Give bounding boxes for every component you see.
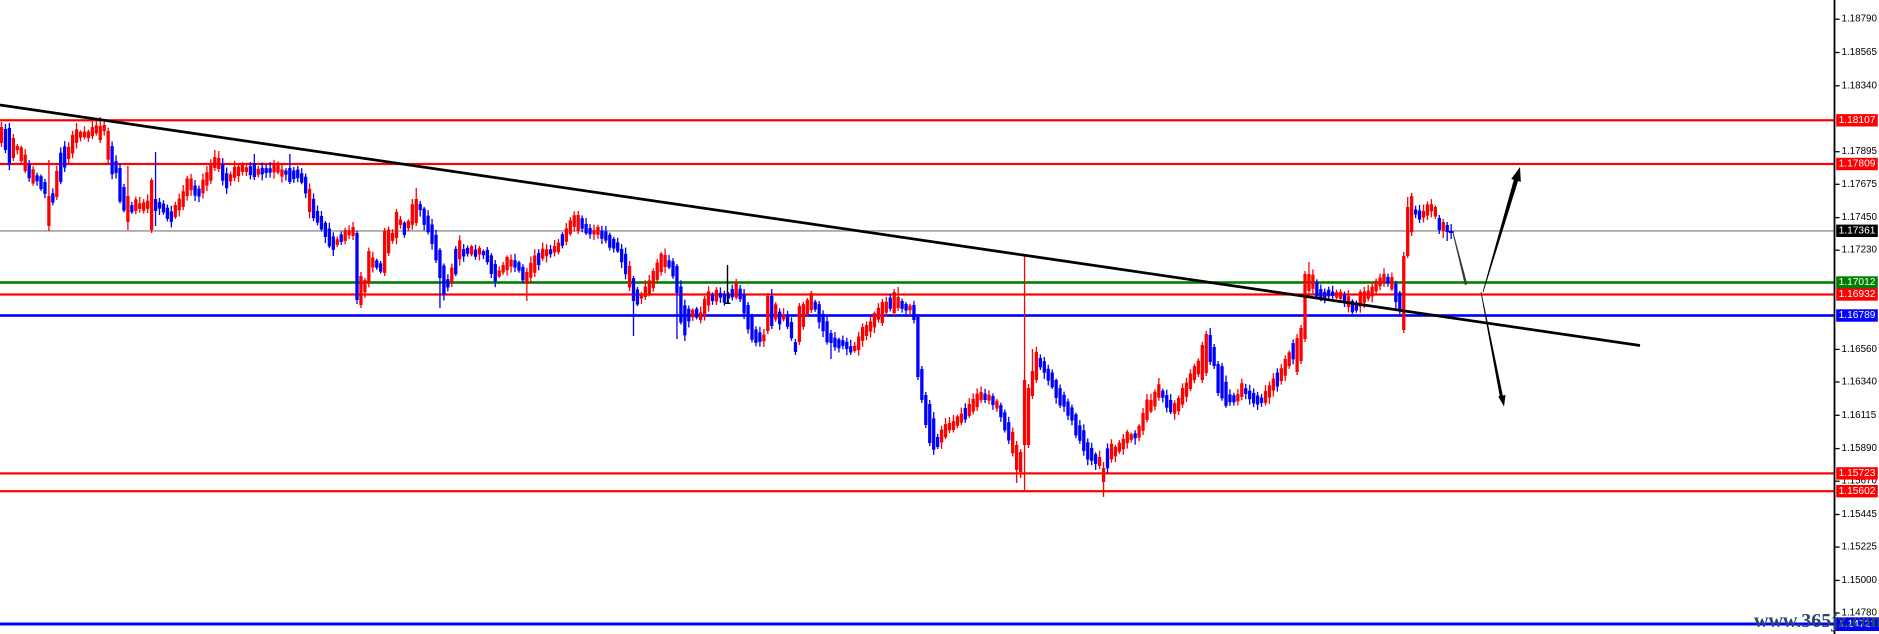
svg-text:1.17895: 1.17895: [1842, 146, 1878, 157]
svg-text:1.17809: 1.17809: [1839, 159, 1876, 170]
svg-text:1.18107: 1.18107: [1839, 115, 1876, 126]
svg-text:1.17230: 1.17230: [1842, 245, 1878, 256]
svg-text:www.365jz.com: www.365jz.com: [1754, 610, 1879, 632]
svg-text:1.15445: 1.15445: [1842, 509, 1878, 520]
svg-text:1.17361: 1.17361: [1839, 226, 1876, 237]
svg-text:1.16789: 1.16789: [1839, 310, 1876, 321]
svg-text:1.15890: 1.15890: [1842, 443, 1878, 454]
svg-text:1.17450: 1.17450: [1842, 212, 1878, 223]
svg-text:1.16115: 1.16115: [1842, 410, 1877, 421]
svg-text:1.14721: 1.14721: [1839, 619, 1876, 630]
svg-text:1.16340: 1.16340: [1842, 377, 1878, 388]
svg-text:1.17012: 1.17012: [1839, 277, 1876, 288]
svg-text:1.16932: 1.16932: [1839, 289, 1876, 300]
svg-text:1.14780: 1.14780: [1842, 608, 1878, 619]
svg-text:1.17675: 1.17675: [1842, 179, 1878, 190]
svg-text:1.15602: 1.15602: [1839, 486, 1876, 497]
svg-text:1.15000: 1.15000: [1842, 575, 1878, 586]
svg-text:1.16560: 1.16560: [1842, 344, 1878, 355]
svg-text:1.18790: 1.18790: [1842, 14, 1878, 25]
svg-text:1.15225: 1.15225: [1842, 542, 1878, 553]
svg-text:1.18565: 1.18565: [1842, 47, 1878, 58]
svg-text:1.18340: 1.18340: [1842, 80, 1878, 91]
svg-text:1.15670: 1.15670: [1842, 476, 1878, 487]
svg-text:1.15723: 1.15723: [1839, 468, 1876, 479]
